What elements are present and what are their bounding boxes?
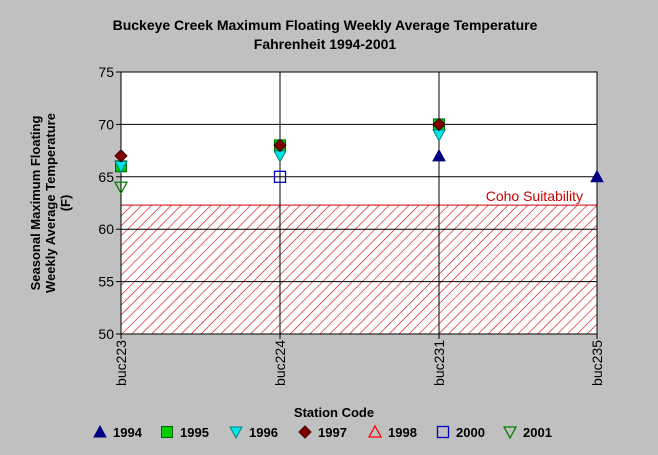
y-tick-label: 55	[98, 274, 114, 290]
y-axis-label: Seasonal Maximum Floating Weekly Average…	[28, 113, 73, 293]
x-axis-label: Station Code	[294, 405, 374, 420]
y-axis-label-line-1: Seasonal Maximum Floating	[28, 116, 43, 291]
legend-item-1998: 1998	[367, 424, 417, 440]
legend-marker-1994	[93, 424, 107, 438]
x-tick-label: buc224	[272, 340, 288, 386]
data-point-1997-buc231	[432, 117, 446, 132]
legend-marker-2000	[436, 425, 450, 439]
data-point-1994-buc235	[590, 169, 604, 183]
y-tick-label: 60	[98, 221, 114, 237]
legend-marker-1996	[229, 426, 243, 440]
chart-subtitle: Fahrenheit 1994-2001	[254, 36, 397, 52]
y-tick-label: 50	[98, 326, 114, 342]
x-tick-label: buc231	[431, 340, 447, 386]
grid	[120, 71, 598, 335]
legend-marker-1995	[161, 426, 173, 438]
x-tick-label: buc223	[113, 340, 129, 386]
legend-item-1995: 1995	[161, 425, 209, 440]
legend-marker-1997	[298, 425, 312, 439]
legend-label-1998: 1998	[388, 425, 417, 440]
legend-item-2001: 2001	[502, 425, 552, 440]
legend-item-1996: 1996	[229, 425, 278, 440]
legend-label-2000: 2000	[456, 425, 485, 440]
legend-label-1994: 1994	[113, 425, 143, 440]
x-tick-label: buc235	[589, 340, 605, 386]
y-tick-label: 75	[98, 64, 114, 80]
coho-suitability-label: Coho Suitability	[486, 188, 583, 204]
coho-suitability-band	[120, 204, 598, 335]
y-tick-label: 70	[98, 116, 114, 132]
y-ticks: 50 55 60 65 70 75	[98, 64, 121, 342]
legend-item-1994: 1994	[93, 424, 143, 440]
data-point-2000-buc224	[273, 170, 287, 183]
legend: 1994 1995 1996 1997 1998 2000 2001	[93, 424, 552, 440]
data-point-1997-buc223	[114, 149, 128, 163]
y-axis-label-line-3: (F)	[58, 195, 73, 212]
legend-label-1995: 1995	[180, 425, 209, 440]
y-tick-label: 65	[98, 169, 114, 185]
legend-item-1997: 1997	[298, 425, 347, 440]
legend-marker-2001	[502, 426, 518, 440]
data-point-1994-buc231	[432, 148, 446, 162]
data-point-2001-buc223	[113, 181, 129, 195]
y-axis-label-line-2: Weekly Average Temperature	[43, 113, 58, 293]
data-point-1997-buc224	[273, 138, 287, 153]
legend-item-2000: 2000	[436, 425, 485, 440]
legend-label-2001: 2001	[523, 425, 552, 440]
legend-label-1997: 1997	[318, 425, 347, 440]
legend-marker-1998	[367, 424, 383, 438]
x-ticks: buc223 buc224 buc231 buc235	[113, 334, 605, 386]
chart-title: Buckeye Creek Maximum Floating Weekly Av…	[113, 17, 538, 33]
legend-label-1996: 1996	[249, 425, 278, 440]
data-points	[113, 117, 604, 195]
